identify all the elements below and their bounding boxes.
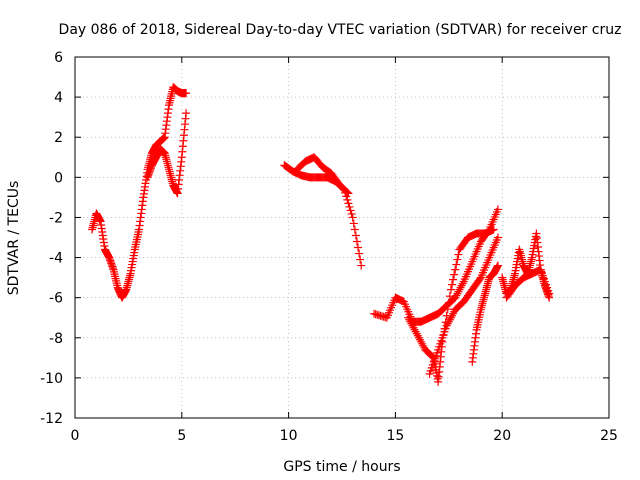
data-point (442, 321, 451, 330)
data-point (443, 305, 452, 314)
chart-title: Day 086 of 2018, Sidereal Day-to-day VTE… (59, 22, 622, 38)
data-point (349, 219, 358, 228)
data-point (493, 233, 502, 242)
axis-ticks: 0 5 10 15 20 25 -12 -10 -8 -6 -4 -2 0 2 4 6 (40, 50, 618, 444)
data-point (417, 337, 426, 346)
data-point (443, 319, 452, 328)
data-point (475, 275, 484, 284)
data-point (412, 329, 421, 338)
series-arc-2 (143, 109, 191, 198)
y-tick-label: -10 (40, 371, 63, 387)
series-arc-7 (425, 233, 502, 378)
data-point (444, 317, 453, 326)
data-point (445, 315, 454, 324)
y-tick-label: -2 (49, 210, 63, 226)
data-point (345, 202, 354, 211)
data-point (451, 293, 460, 302)
y-tick-label: 0 (54, 170, 63, 186)
y-tick-label: -4 (49, 251, 63, 267)
data-point (454, 287, 463, 296)
data-point (454, 250, 463, 259)
data-point (408, 321, 417, 330)
x-axis-label: GPS time / hours (283, 459, 400, 475)
data-point (455, 285, 464, 294)
data-point (458, 279, 467, 288)
data-point (348, 213, 357, 222)
data-point (344, 189, 353, 198)
data-point (413, 331, 422, 340)
data-point (457, 281, 466, 290)
x-tick-label: 5 (177, 428, 186, 444)
data-point (344, 199, 353, 208)
x-tick-label: 15 (386, 428, 404, 444)
data-point (445, 292, 454, 301)
data-point (357, 261, 366, 270)
series-arc-6 (404, 225, 498, 386)
data-point (446, 313, 455, 322)
data-point (449, 309, 458, 318)
data-point (343, 195, 352, 204)
series-arc-3 (280, 161, 366, 270)
data-point (415, 335, 424, 344)
data-point (409, 323, 418, 332)
y-tick-label: 4 (54, 90, 63, 106)
data-point (410, 325, 419, 334)
data-point (444, 298, 453, 307)
data-point (182, 109, 191, 118)
data-point (406, 317, 415, 326)
data-point (356, 255, 365, 264)
data-point (355, 249, 364, 258)
data-point (448, 280, 457, 289)
data-point (449, 275, 458, 284)
data-point (351, 231, 360, 240)
data-points (88, 83, 554, 386)
data-point (545, 289, 554, 298)
y-tick-label: -12 (40, 411, 63, 427)
x-tick-label: 0 (71, 428, 80, 444)
data-point (352, 237, 361, 246)
y-axis-label: SDTVAR / TECUs (6, 181, 22, 296)
data-point (418, 339, 427, 348)
y-tick-label: 6 (54, 50, 63, 66)
data-point (407, 319, 416, 328)
data-point (346, 206, 355, 215)
data-point (446, 285, 455, 294)
data-point (453, 255, 462, 264)
series-arc-10 (502, 265, 554, 302)
data-point (182, 89, 191, 98)
data-point (448, 311, 457, 320)
data-point (411, 327, 420, 336)
data-point (489, 225, 498, 234)
data-point (343, 188, 352, 197)
data-point (419, 341, 428, 350)
data-point (456, 283, 465, 292)
plot-frame (74, 56, 610, 419)
data-point (450, 270, 459, 279)
data-point (350, 225, 359, 234)
y-tick-label: -8 (49, 331, 63, 347)
data-point (404, 313, 413, 322)
y-tick-label: 2 (54, 130, 63, 146)
data-point (347, 209, 356, 218)
data-point (451, 265, 460, 274)
x-tick-label: 25 (600, 428, 618, 444)
data-point (452, 260, 461, 269)
data-point (405, 315, 414, 324)
series-arc-8 (468, 261, 502, 366)
grid-lines (75, 57, 609, 418)
data-point (493, 205, 502, 214)
series-arc-4 (293, 153, 353, 198)
x-tick-label: 20 (493, 428, 511, 444)
data-point (453, 289, 462, 298)
data-point (354, 243, 363, 252)
x-tick-label: 10 (280, 428, 298, 444)
data-point (493, 261, 502, 270)
data-point (414, 333, 423, 342)
y-tick-label: -6 (49, 291, 63, 307)
